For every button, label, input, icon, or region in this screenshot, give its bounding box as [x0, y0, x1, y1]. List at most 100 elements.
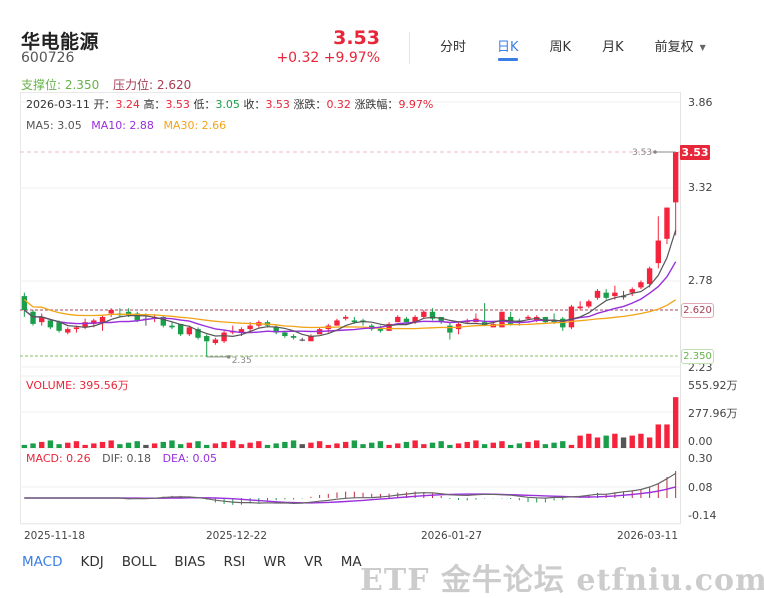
- volume-bar: [551, 442, 557, 448]
- open-label: 开：: [93, 98, 116, 111]
- stock-code: 600726: [21, 50, 75, 66]
- volume-bar: [586, 433, 592, 448]
- price-tick: 3.86: [688, 96, 713, 109]
- candle-body: [299, 339, 305, 341]
- volume-bar: [238, 444, 245, 448]
- support-level: 支撑位: 2.350: [21, 78, 100, 92]
- indicator-tab-macd[interactable]: MACD: [22, 554, 63, 570]
- candle-body: [221, 332, 227, 342]
- candle-body: [308, 336, 314, 342]
- indicator-tab-rsi[interactable]: RSI: [223, 554, 246, 570]
- candle-body: [551, 320, 557, 323]
- candle-body: [56, 322, 62, 331]
- volume-bar: [594, 437, 601, 448]
- high-label: 高：: [143, 98, 166, 111]
- volume-bar: [672, 397, 679, 448]
- volume-bar: [56, 444, 62, 448]
- candle-body: [377, 329, 384, 331]
- volume-bar: [108, 440, 114, 448]
- volume-bar: [369, 442, 375, 448]
- candle-body: [82, 322, 88, 328]
- volume-bar: [186, 442, 193, 448]
- support-pressure-levels: 支撑位: 2.350 压力位: 2.620: [21, 76, 191, 93]
- volume-bar: [447, 444, 453, 448]
- high-value: 3.53: [165, 98, 190, 111]
- volume-bar: [125, 442, 132, 448]
- date-tick: 2026-01-27: [421, 530, 483, 542]
- volume-bar: [386, 444, 392, 448]
- volume-bar: [82, 444, 88, 448]
- volume-bar: [99, 441, 106, 448]
- volume-bar: [169, 440, 175, 448]
- candle-body: [620, 296, 627, 298]
- ma30-line: [23, 299, 677, 330]
- volume-bar: [516, 443, 523, 448]
- adjust-dropdown[interactable]: 前复权 ▼: [655, 36, 706, 66]
- volume-tick: 0.00: [688, 435, 713, 448]
- candle-body: [351, 320, 358, 323]
- candle-body: [195, 329, 201, 338]
- volume-bar: [412, 440, 418, 448]
- candle-body: [247, 325, 253, 330]
- candle-body: [290, 336, 297, 338]
- candle-body: [73, 327, 80, 330]
- volume-bar: [39, 441, 45, 448]
- volume-bar: [577, 435, 583, 448]
- candle-body: [282, 332, 288, 337]
- dif-line: [24, 472, 677, 505]
- volume-bar: [290, 440, 297, 448]
- tab-label: 月K: [602, 40, 624, 55]
- dif-value: DIF: 0.18: [102, 452, 152, 465]
- close-label: 收：: [243, 98, 266, 111]
- low-label: 低：: [193, 98, 216, 111]
- macd-tick: -0.14: [688, 509, 717, 522]
- change-value: 0.32: [326, 98, 351, 111]
- indicator-tab-vr[interactable]: VR: [304, 554, 323, 570]
- stock-header: 华电能源 600726 3.53 +0.32 +9.97% 分时 日K 周K 月…: [0, 0, 764, 75]
- pressure-tag: 2.620: [681, 303, 714, 318]
- ohlc-info-line: 2026-03-11 开：3.24 高：3.53 低：3.05 收：3.53 涨…: [26, 96, 433, 112]
- date-tick: 2026-03-11: [617, 530, 679, 542]
- candle-body: [412, 316, 418, 323]
- candle-body: [65, 329, 71, 333]
- indicator-tab-ma[interactable]: MA: [340, 554, 362, 570]
- candle-body: [273, 327, 279, 333]
- volume-tick: 277.96万: [688, 407, 738, 420]
- ma10-line: [23, 261, 677, 334]
- ma5-line: [23, 229, 677, 338]
- indicator-tab-kdj[interactable]: KDJ: [80, 554, 104, 570]
- indicator-tab-bias[interactable]: BIAS: [174, 554, 206, 570]
- current-price: 3.53: [333, 27, 380, 49]
- tab-monthly-k[interactable]: 月K: [602, 36, 624, 66]
- volume-bar: [395, 443, 401, 448]
- price-tick: 3.32: [688, 181, 713, 194]
- tab-daily-k[interactable]: 日K: [497, 36, 519, 66]
- volume-bar: [308, 442, 314, 448]
- tab-intraday[interactable]: 分时: [440, 36, 466, 66]
- ma5-value: MA5: 3.05: [26, 119, 82, 132]
- volume-bar: [507, 444, 514, 448]
- pressure-level: 压力位: 2.620: [113, 78, 192, 92]
- volume-bar: [204, 444, 210, 448]
- ma-legend: MA5: 3.05 MA10: 2.88 MA30: 2.66: [26, 119, 226, 132]
- macd-value: MACD: 0.26: [26, 452, 91, 465]
- tab-weekly-k[interactable]: 周K: [550, 36, 572, 66]
- volume-bar: [256, 441, 262, 448]
- date-tick: 2025-11-18: [24, 530, 86, 542]
- candle-body: [334, 320, 340, 326]
- candle-body: [39, 316, 45, 323]
- volume-bar: [160, 441, 166, 448]
- candle-body: [125, 311, 132, 316]
- indicator-tab-wr[interactable]: WR: [263, 554, 287, 570]
- candle-body: [160, 316, 166, 326]
- candle-body: [134, 313, 140, 321]
- volume-bar: [212, 443, 219, 448]
- volume-bar: [403, 441, 410, 448]
- candle-body: [395, 316, 401, 323]
- candle-body: [204, 336, 210, 342]
- indicator-tab-boll[interactable]: BOLL: [121, 554, 157, 570]
- volume-bar: [247, 442, 253, 448]
- volume-bar: [360, 444, 366, 448]
- tab-label: 分时: [440, 40, 467, 55]
